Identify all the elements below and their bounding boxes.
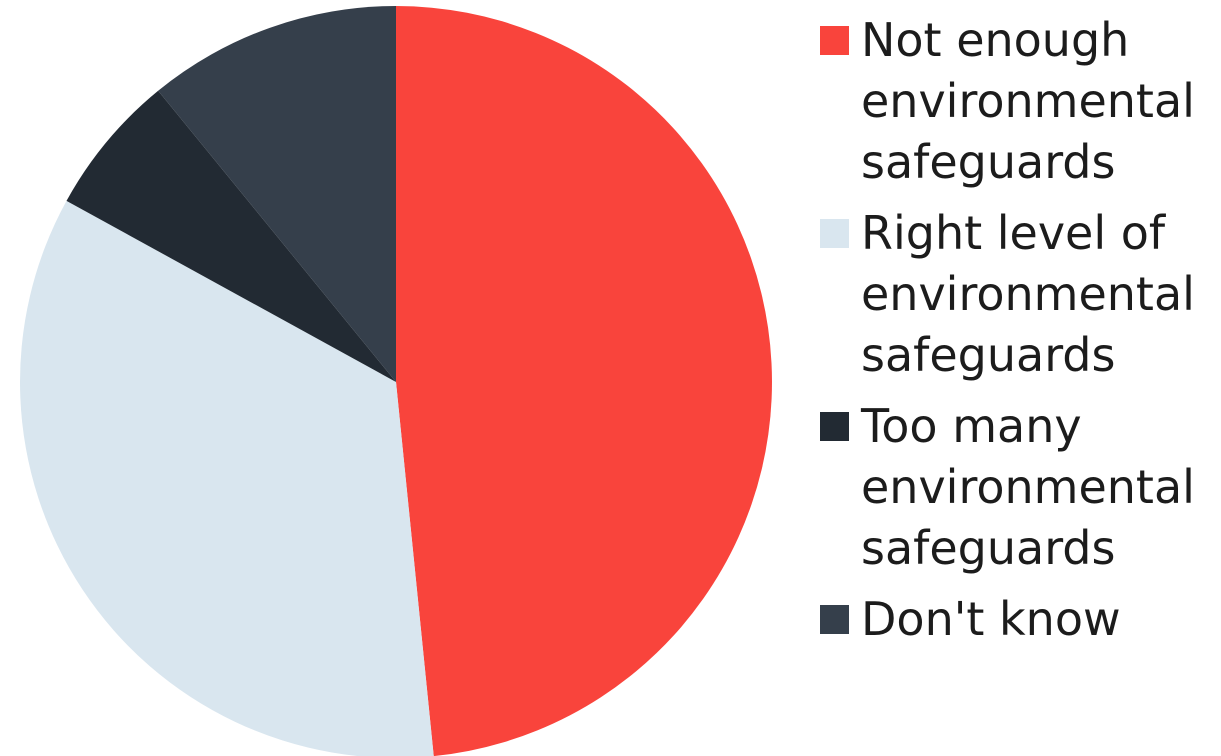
slice-not-enough	[396, 6, 772, 756]
legend-swatch	[820, 26, 849, 55]
legend-swatch	[820, 412, 849, 441]
pie-chart	[20, 6, 772, 756]
legend-label: Not enough environmental safeguards	[861, 13, 1195, 189]
slice-too-many	[66, 90, 396, 382]
legend-label: Right level of environmental safeguards	[861, 206, 1195, 382]
chart-legend: Not enough environmental safeguards Righ…	[820, 10, 1215, 660]
legend-item-not-enough: Not enough environmental safeguards	[820, 10, 1215, 193]
legend-swatch	[820, 605, 849, 634]
legend-item-right-level: Right level of environmental safeguards	[820, 203, 1215, 386]
legend-swatch	[820, 219, 849, 248]
legend-item-too-many: Too many environmental safeguards	[820, 396, 1215, 579]
legend-label: Don't know	[861, 592, 1121, 646]
legend-label: Too many environmental safeguards	[861, 399, 1195, 575]
slice-right-level	[20, 200, 434, 756]
legend-item-dont-know: Don't know	[820, 589, 1215, 650]
slice-dont-know	[158, 6, 396, 382]
